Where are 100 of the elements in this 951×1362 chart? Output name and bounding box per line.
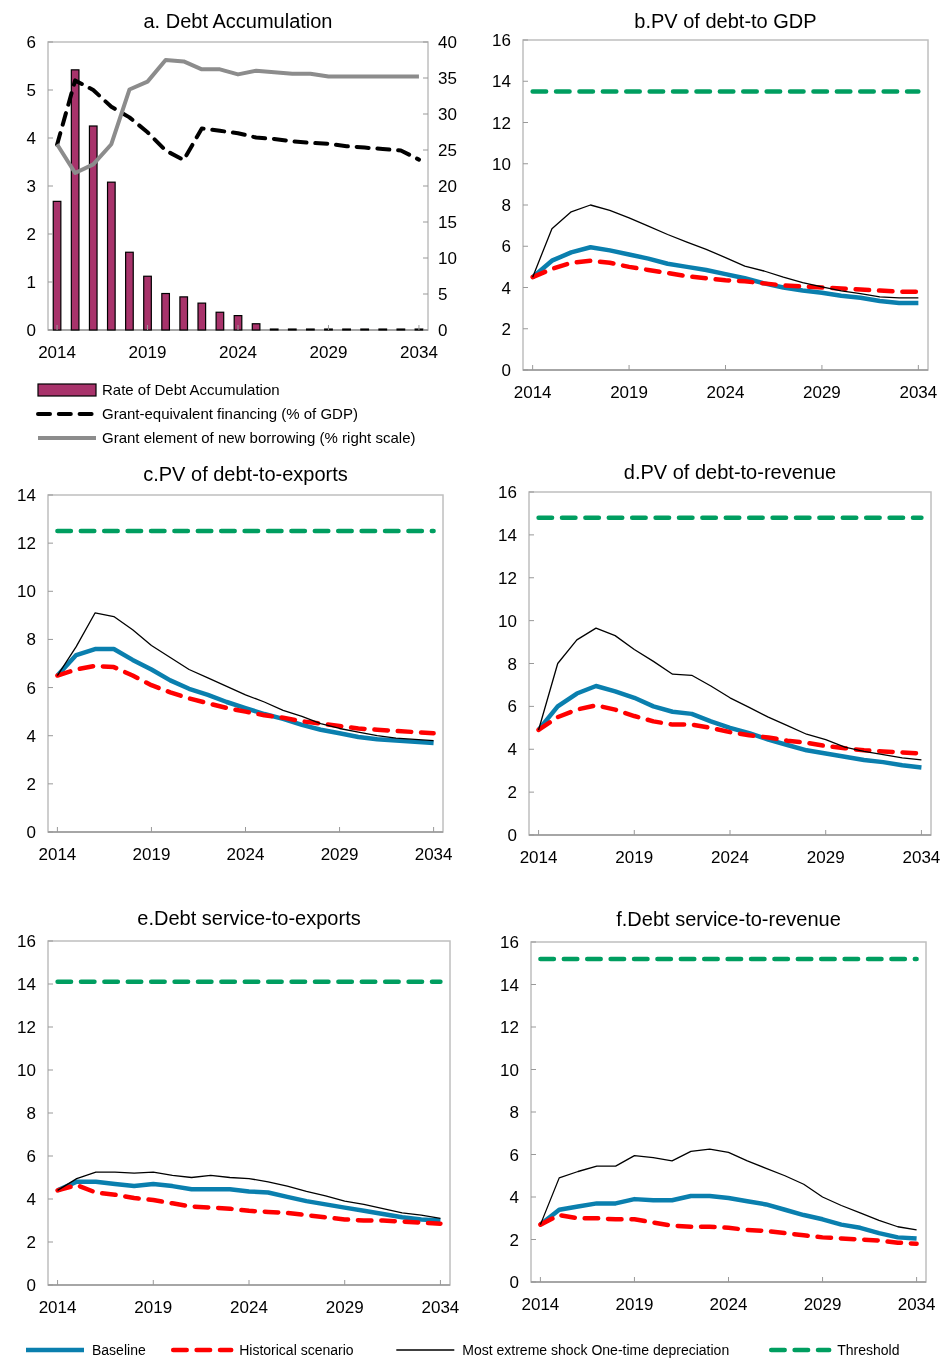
y-tick-label: 12 bbox=[17, 1018, 36, 1037]
y-tick-label: 4 bbox=[509, 1188, 519, 1207]
chart-title: a. Debt Accumulation bbox=[143, 10, 333, 32]
bar bbox=[106, 181, 116, 331]
x-tick-label: 2019 bbox=[610, 383, 648, 402]
line-series bbox=[56, 612, 435, 742]
x-tick-label: 2019 bbox=[128, 343, 167, 362]
legend-label: Threshold bbox=[837, 1342, 900, 1358]
y-tick-label: 10 bbox=[17, 1061, 36, 1080]
x-tick-label: 2024 bbox=[711, 848, 749, 867]
line-series bbox=[537, 627, 923, 761]
line-series bbox=[55, 646, 436, 746]
y-tick-label: 4 bbox=[507, 740, 517, 760]
bar bbox=[215, 311, 225, 331]
legend-label: Baseline bbox=[92, 1342, 146, 1358]
chart-title: f.Debt service-to-revenue bbox=[616, 908, 841, 930]
y2-tick-label: 25 bbox=[438, 141, 457, 160]
chart-title: c.PV of debt-to-exports bbox=[143, 463, 348, 485]
bar bbox=[143, 275, 152, 331]
y-tick-label: 4 bbox=[26, 726, 36, 746]
y-tick-label: 6 bbox=[501, 237, 511, 257]
x-tick-label: 2014 bbox=[513, 383, 552, 402]
legend-label: Grant-equivalent financing (% of GDP) bbox=[102, 405, 358, 422]
bar bbox=[88, 125, 98, 331]
bar bbox=[125, 251, 134, 331]
y-tick-label: 0 bbox=[501, 361, 511, 380]
y2-tick-label: 5 bbox=[438, 285, 448, 304]
line-series bbox=[530, 258, 921, 294]
y-tick-label: 8 bbox=[509, 1103, 519, 1122]
y-tick-label: 12 bbox=[17, 534, 36, 554]
y-tick-label: 6 bbox=[26, 678, 36, 698]
x-tick-label: 2029 bbox=[803, 383, 841, 402]
x-tick-label: 2014 bbox=[521, 1295, 560, 1314]
y-tick-label: 12 bbox=[500, 1018, 519, 1037]
bar bbox=[251, 323, 261, 331]
x-tick-label: 2019 bbox=[134, 1298, 173, 1317]
chart-title: e.Debt service-to-exports bbox=[137, 907, 361, 929]
legend-label: Rate of Debt Accumulation bbox=[102, 381, 280, 398]
line-series bbox=[530, 245, 921, 306]
y-tick-label: 4 bbox=[26, 1190, 36, 1209]
y2-tick-label: 15 bbox=[438, 213, 457, 232]
y-tick-label: 4 bbox=[501, 278, 511, 298]
x-tick-label: 2024 bbox=[709, 1295, 748, 1314]
y-tick-label: 12 bbox=[492, 113, 511, 133]
y-tick-label: 2 bbox=[26, 225, 36, 244]
y-tick-label: 0 bbox=[26, 823, 36, 842]
x-tick-label: 2024 bbox=[219, 343, 257, 362]
x-tick-label: 2024 bbox=[226, 845, 265, 864]
y-tick-label: 8 bbox=[501, 196, 511, 215]
y2-tick-label: 0 bbox=[438, 321, 448, 340]
y-tick-label: 10 bbox=[498, 611, 517, 631]
y2-tick-label: 30 bbox=[438, 105, 457, 124]
x-tick-label: 2029 bbox=[309, 343, 348, 362]
x-tick-label: 2029 bbox=[806, 848, 845, 867]
y-tick-label: 6 bbox=[507, 697, 517, 717]
chart-title: b.PV of debt-to GDP bbox=[634, 10, 817, 32]
x-tick-label: 2014 bbox=[38, 1298, 77, 1317]
x-tick-label: 2029 bbox=[325, 1298, 364, 1317]
y-tick-label: 2 bbox=[26, 1233, 36, 1252]
y-tick-label: 16 bbox=[500, 933, 519, 952]
y-tick-label: 4 bbox=[26, 129, 36, 148]
y-tick-label: 0 bbox=[507, 826, 517, 845]
y-tick-label: 3 bbox=[26, 177, 36, 196]
y-tick-label: 2 bbox=[507, 783, 517, 803]
x-tick-label: 2019 bbox=[132, 845, 171, 864]
legend-label: Most extreme shock One-time depreciation bbox=[462, 1342, 730, 1358]
x-tick-label: 2014 bbox=[38, 343, 76, 362]
y-tick-label: 6 bbox=[26, 33, 36, 52]
y-tick-label: 14 bbox=[492, 72, 511, 92]
line-series bbox=[539, 1148, 918, 1231]
bar bbox=[52, 200, 62, 331]
y-tick-label: 0 bbox=[509, 1273, 519, 1292]
y-tick-label: 14 bbox=[17, 486, 36, 505]
x-tick-label: 2029 bbox=[803, 1295, 842, 1314]
x-tick-label: 2014 bbox=[38, 845, 77, 864]
x-tick-label: 2034 bbox=[414, 845, 453, 864]
y-tick-label: 16 bbox=[492, 31, 511, 50]
x-tick-label: 2034 bbox=[400, 343, 438, 362]
x-tick-label: 2019 bbox=[615, 848, 654, 867]
y2-tick-label: 40 bbox=[438, 33, 457, 52]
y-tick-label: 8 bbox=[507, 654, 517, 674]
y-tick-label: 14 bbox=[500, 975, 519, 995]
y-tick-label: 8 bbox=[26, 630, 36, 650]
y-tick-label: 2 bbox=[501, 319, 511, 339]
y-tick-label: 0 bbox=[26, 1276, 36, 1295]
bar bbox=[179, 296, 189, 331]
x-tick-label: 2029 bbox=[320, 845, 359, 864]
y-tick-label: 5 bbox=[26, 81, 36, 100]
y-tick-label: 16 bbox=[17, 932, 36, 951]
y-tick-label: 8 bbox=[26, 1104, 36, 1123]
y-tick-label: 14 bbox=[17, 975, 36, 994]
y2-tick-label: 20 bbox=[438, 177, 457, 196]
legend-label: Grant element of new borrowing (% right scale) bbox=[102, 429, 416, 446]
x-tick-label: 2024 bbox=[230, 1298, 268, 1317]
y-tick-label: 1 bbox=[26, 273, 36, 292]
y-tick-label: 2 bbox=[26, 774, 36, 794]
x-tick-label: 2034 bbox=[899, 383, 938, 402]
x-tick-label: 2034 bbox=[421, 1298, 460, 1317]
y2-tick-label: 35 bbox=[438, 69, 457, 88]
line-series bbox=[531, 204, 920, 299]
